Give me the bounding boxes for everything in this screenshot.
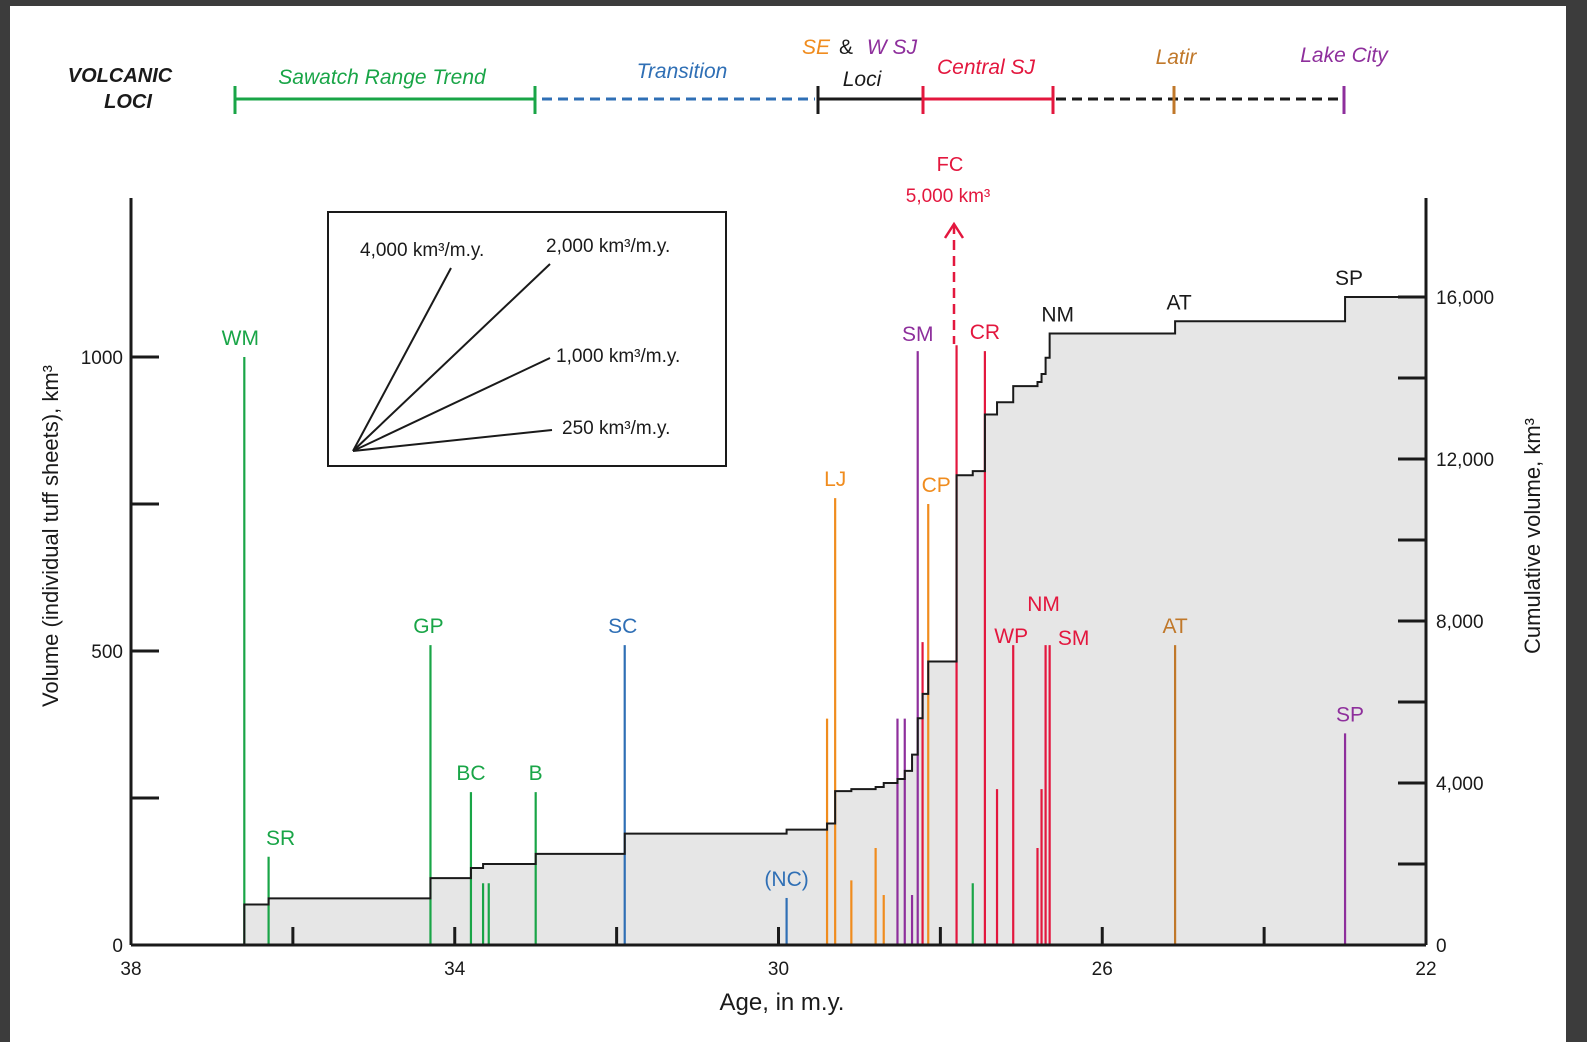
rate-label-250: 250 km³/m.y.: [562, 418, 670, 439]
x-tick-label-2: 30: [768, 959, 789, 980]
rate-legend: 4,000 km³/m.y. 2,000 km³/m.y. 1,000 km³/…: [327, 211, 727, 467]
y2-tick-label-2: 8,000: [1436, 612, 1484, 633]
tuff-label-17: SM: [902, 323, 934, 346]
tuff-label-29: AT: [1162, 615, 1187, 638]
loci-label-lakecity: Lake City: [1300, 44, 1389, 67]
y-axis-title: Volume (individual tuff sheets), km³: [38, 365, 63, 707]
tuff-label-27: NM: [1027, 593, 1060, 616]
tuff-label-1: SR: [266, 827, 295, 850]
tuff-label-8: (NC): [764, 868, 808, 891]
tuff-label-30: SP: [1336, 703, 1364, 726]
x-tick-label-0: 38: [120, 959, 141, 980]
tuff-label-22: CR: [970, 321, 1000, 344]
rate-line-4000: [352, 267, 452, 452]
tuff-label-10: LJ: [824, 468, 846, 491]
tuff-labels-layer: WM SR GP BC B SC (NC) LJ SM CP CR WP NM SM AT SP NM AT SP: [222, 267, 1364, 891]
cumulative-area: [244, 297, 1426, 945]
tuff-label-3: BC: [456, 762, 485, 785]
x-tick-label-4: 22: [1415, 959, 1436, 980]
y-tick-label-1: 500: [91, 642, 123, 663]
cumulative-label-1: AT: [1166, 291, 1191, 314]
y-tick-label-2: 1000: [81, 348, 123, 369]
fc-label: FC: [937, 154, 964, 176]
y2-axis-title: Cumulative volume, km³: [1520, 418, 1545, 654]
fc-volume-label: 5,000 km³: [906, 186, 990, 207]
x-tick-label-1: 34: [444, 959, 466, 980]
fc-annotation: FC 5,000 km³: [906, 154, 990, 344]
axes-layer: 38 34 30 26 220500100004,0008,00012,00016,00…: [81, 198, 1494, 980]
y2-tick-label-1: 4,000: [1436, 774, 1484, 795]
loci-label-wsj: W SJ: [867, 36, 918, 59]
rate-label-1000: 1,000 km³/m.y.: [556, 346, 680, 367]
loci-heading-line2: LOCI: [104, 91, 152, 113]
loci-label-sawatch: Sawatch Range Trend: [278, 66, 487, 89]
cumulative-line-layer: [243, 296, 1426, 945]
cumulative-label-2: SP: [1335, 267, 1363, 290]
loci-label-transition: Transition: [637, 60, 728, 83]
tuff-label-24: WP: [994, 625, 1028, 648]
loci-label-latir: Latir: [1156, 46, 1198, 69]
cumulative-line: [243, 296, 1426, 945]
rate-label-2000: 2,000 km³/m.y.: [546, 236, 670, 257]
tuff-label-7: SC: [608, 615, 637, 638]
rate-line-2000: [352, 263, 551, 452]
tuff-label-6: B: [529, 762, 543, 785]
fc-arrow-head: [943, 221, 965, 239]
loci-header: VOLCANIC LOCI Sawatch Range Trend Transi…: [68, 36, 1389, 114]
cumulative-fill-layer: [244, 297, 1426, 945]
y2-tick-label-3: 12,000: [1436, 450, 1494, 471]
legend-box: [327, 211, 727, 467]
rate-line-250: [352, 429, 553, 452]
loci-label-central: Central SJ: [937, 56, 1036, 79]
tuff-label-2: GP: [413, 615, 443, 638]
rate-line-1000: [352, 357, 551, 452]
x-axis-title: Age, in m.y.: [720, 989, 845, 1016]
x-tick-label-3: 26: [1092, 959, 1113, 980]
figure-page: VOLCANIC LOCI Sawatch Range Trend Transi…: [10, 6, 1566, 1042]
y2-tick-label-0: 0: [1436, 936, 1447, 957]
volcanic-loci-chart: VOLCANIC LOCI Sawatch Range Trend Transi…: [38, 36, 1545, 1016]
tuff-label-19: CP: [922, 474, 951, 497]
y-tick-label-0: 0: [112, 936, 123, 957]
cumulative-label-0: NM: [1041, 303, 1074, 326]
tuff-label-0: WM: [222, 327, 259, 350]
loci-timeline-bars: [233, 86, 1346, 114]
loci-label-se: SE: [802, 36, 831, 59]
loci-heading-line1: VOLCANIC: [68, 65, 173, 87]
tuff-label-28: SM: [1058, 627, 1090, 650]
rate-label-4000: 4,000 km³/m.y.: [360, 240, 484, 261]
y2-tick-label-4: 16,000: [1436, 288, 1494, 309]
loci-label-amp: &: [839, 36, 853, 59]
loci-label-loci: Loci: [843, 68, 883, 91]
